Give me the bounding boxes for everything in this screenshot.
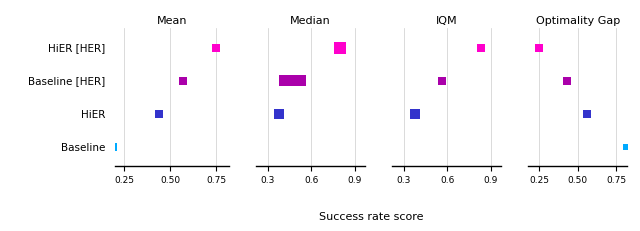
Title: Median: Median (291, 15, 331, 26)
Point (275, 112, 285, 115)
Point (476, 46, 486, 49)
Title: Mean: Mean (157, 15, 188, 26)
Point (178, 79, 188, 82)
Title: IQM: IQM (436, 15, 458, 26)
Point (108, 145, 118, 148)
Point (562, 79, 572, 82)
Point (234, 145, 244, 148)
Point (335, 46, 346, 49)
FancyBboxPatch shape (280, 75, 305, 86)
Title: Optimality Gap: Optimality Gap (536, 15, 620, 26)
Point (368, 145, 378, 148)
Point (211, 46, 221, 49)
Point (154, 112, 164, 115)
Point (534, 46, 544, 49)
Point (621, 145, 631, 148)
Text: Success rate score: Success rate score (319, 212, 424, 222)
Point (410, 112, 420, 115)
Point (582, 112, 592, 115)
Point (436, 79, 447, 82)
